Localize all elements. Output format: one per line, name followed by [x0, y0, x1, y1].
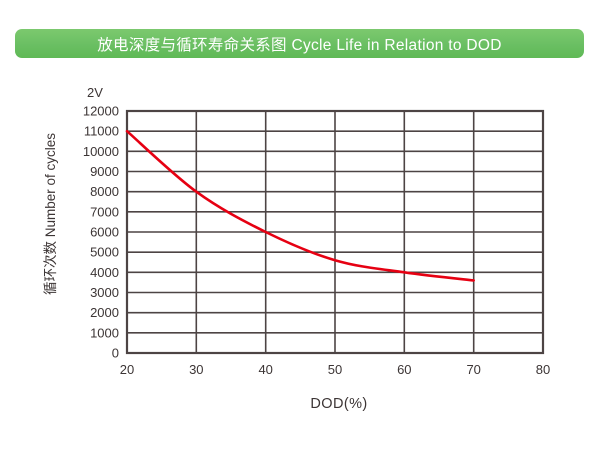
x-tick-label: 40 — [258, 362, 272, 377]
y-tick-label: 11000 — [84, 124, 119, 139]
y-tick-label: 0 — [112, 346, 119, 361]
y-tick-label: 10000 — [83, 144, 119, 159]
x-axis-title: DOD(%) — [310, 396, 368, 412]
y-tick-label: 9000 — [90, 164, 119, 179]
y-tick-label: 7000 — [90, 204, 119, 219]
y-tick-label: 6000 — [90, 225, 119, 240]
x-tick-label: 60 — [397, 362, 411, 377]
y-tick-label: 5000 — [90, 245, 119, 260]
y-tick-label: 3000 — [90, 285, 119, 300]
y-tick-label: 8000 — [90, 184, 119, 199]
x-tick-label: 70 — [466, 362, 480, 377]
series-label-2v: 2V — [87, 85, 103, 100]
y-tick-labels: 0 1000 2000 3000 4000 5000 6000 7000 8000 9000 100… — [83, 104, 119, 361]
y-axis-title: 循环次数 Number of cycles — [43, 132, 58, 296]
y-tick-label: 4000 — [90, 265, 119, 280]
chart-title: 放电深度与循环寿命关系图 Cycle Life in Relation to D… — [97, 36, 502, 54]
cycle-life-curve — [125, 129, 475, 282]
plot-border — [125, 109, 545, 355]
x-tick-labels: 20 30 40 50 60 70 80 — [120, 362, 550, 377]
x-tick-label: 50 — [328, 362, 342, 377]
grid-lines — [126, 110, 544, 354]
chart-title-banner: 放电深度与循环寿命关系图 Cycle Life in Relation to D… — [15, 29, 584, 58]
x-tick-label: 80 — [536, 362, 550, 377]
y-tick-label: 1000 — [90, 325, 119, 340]
y-tick-label: 2000 — [90, 305, 119, 320]
x-tick-label: 30 — [189, 362, 203, 377]
y-tick-label: 12000 — [83, 104, 119, 119]
x-tick-label: 20 — [120, 362, 134, 377]
